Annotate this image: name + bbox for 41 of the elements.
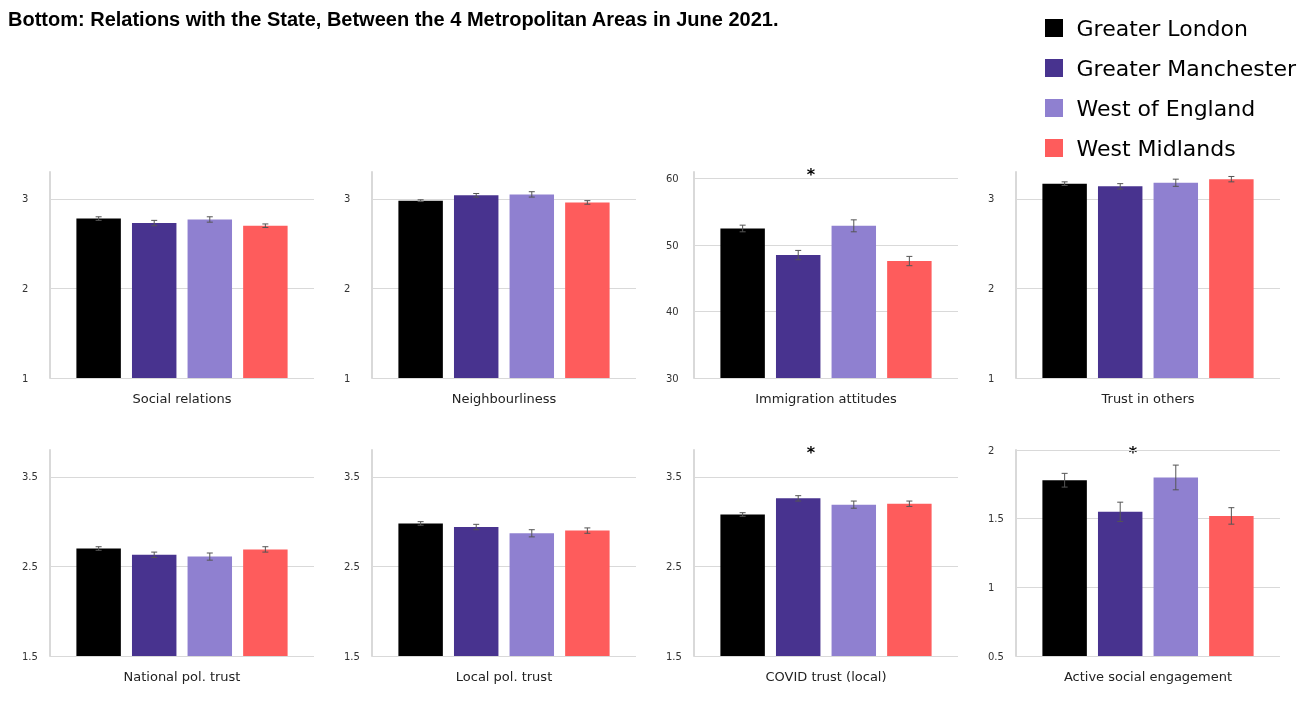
y-tick-label: 1.5	[344, 650, 360, 662]
text: Bottom: Relations with the State, Between the 4 Metropolitan Areas in June 2021.	[8, 8, 779, 31]
y-tick-label: 2.5	[344, 560, 360, 572]
y-tick-label: 1.5	[666, 650, 682, 662]
x-tick-label: Social relations	[132, 391, 232, 406]
x-tick-label: Neighbourliness	[451, 391, 557, 406]
y-tick-label: 1.5	[988, 513, 1004, 525]
y-tick-label: 40	[666, 306, 679, 318]
y-tick-label: 1	[988, 372, 995, 384]
y-tick-label: 1	[344, 372, 351, 384]
annotation: *	[806, 442, 816, 462]
y-tick-label: 50	[666, 239, 679, 251]
y-tick-label: 1	[22, 372, 29, 384]
legend-label: Greater London	[1076, 15, 1248, 41]
y-tick-label: 3.5	[344, 471, 360, 483]
legend-label: Greater Manchester	[1076, 55, 1296, 81]
annotation: *	[806, 164, 816, 184]
y-tick-label: 60	[666, 173, 679, 185]
x-tick-label: National pol. trust	[123, 669, 241, 684]
y-tick-label: 3.5	[666, 471, 682, 483]
x-tick-label: COVID trust (local)	[765, 669, 887, 684]
legend-label: West of England	[1076, 95, 1256, 121]
y-tick-label: 0.5	[988, 650, 1004, 662]
y-tick-label: 1	[988, 581, 995, 593]
legend-label: West Midlands	[1076, 135, 1236, 161]
y-tick-label: 2.5	[666, 560, 682, 572]
y-tick-label: 3	[22, 193, 29, 205]
y-tick-label: 2	[988, 444, 995, 456]
x-tick-label: Active social engagement	[1063, 669, 1233, 684]
y-tick-label: 3	[988, 193, 995, 205]
y-tick-label: 2.5	[22, 560, 38, 572]
y-tick-label: 2	[988, 282, 995, 294]
y-tick-label: 1.5	[22, 650, 38, 662]
y-tick-label: 3	[344, 193, 351, 205]
y-tick-label: 2	[344, 282, 351, 294]
y-tick-label: 30	[666, 372, 679, 384]
x-tick-label: Local pol. trust	[455, 669, 553, 684]
x-tick-label: Trust in others	[1100, 391, 1195, 406]
y-tick-label: 3.5	[22, 471, 38, 483]
x-tick-label: Immigration attitudes	[755, 391, 897, 406]
y-tick-label: 2	[22, 282, 29, 294]
